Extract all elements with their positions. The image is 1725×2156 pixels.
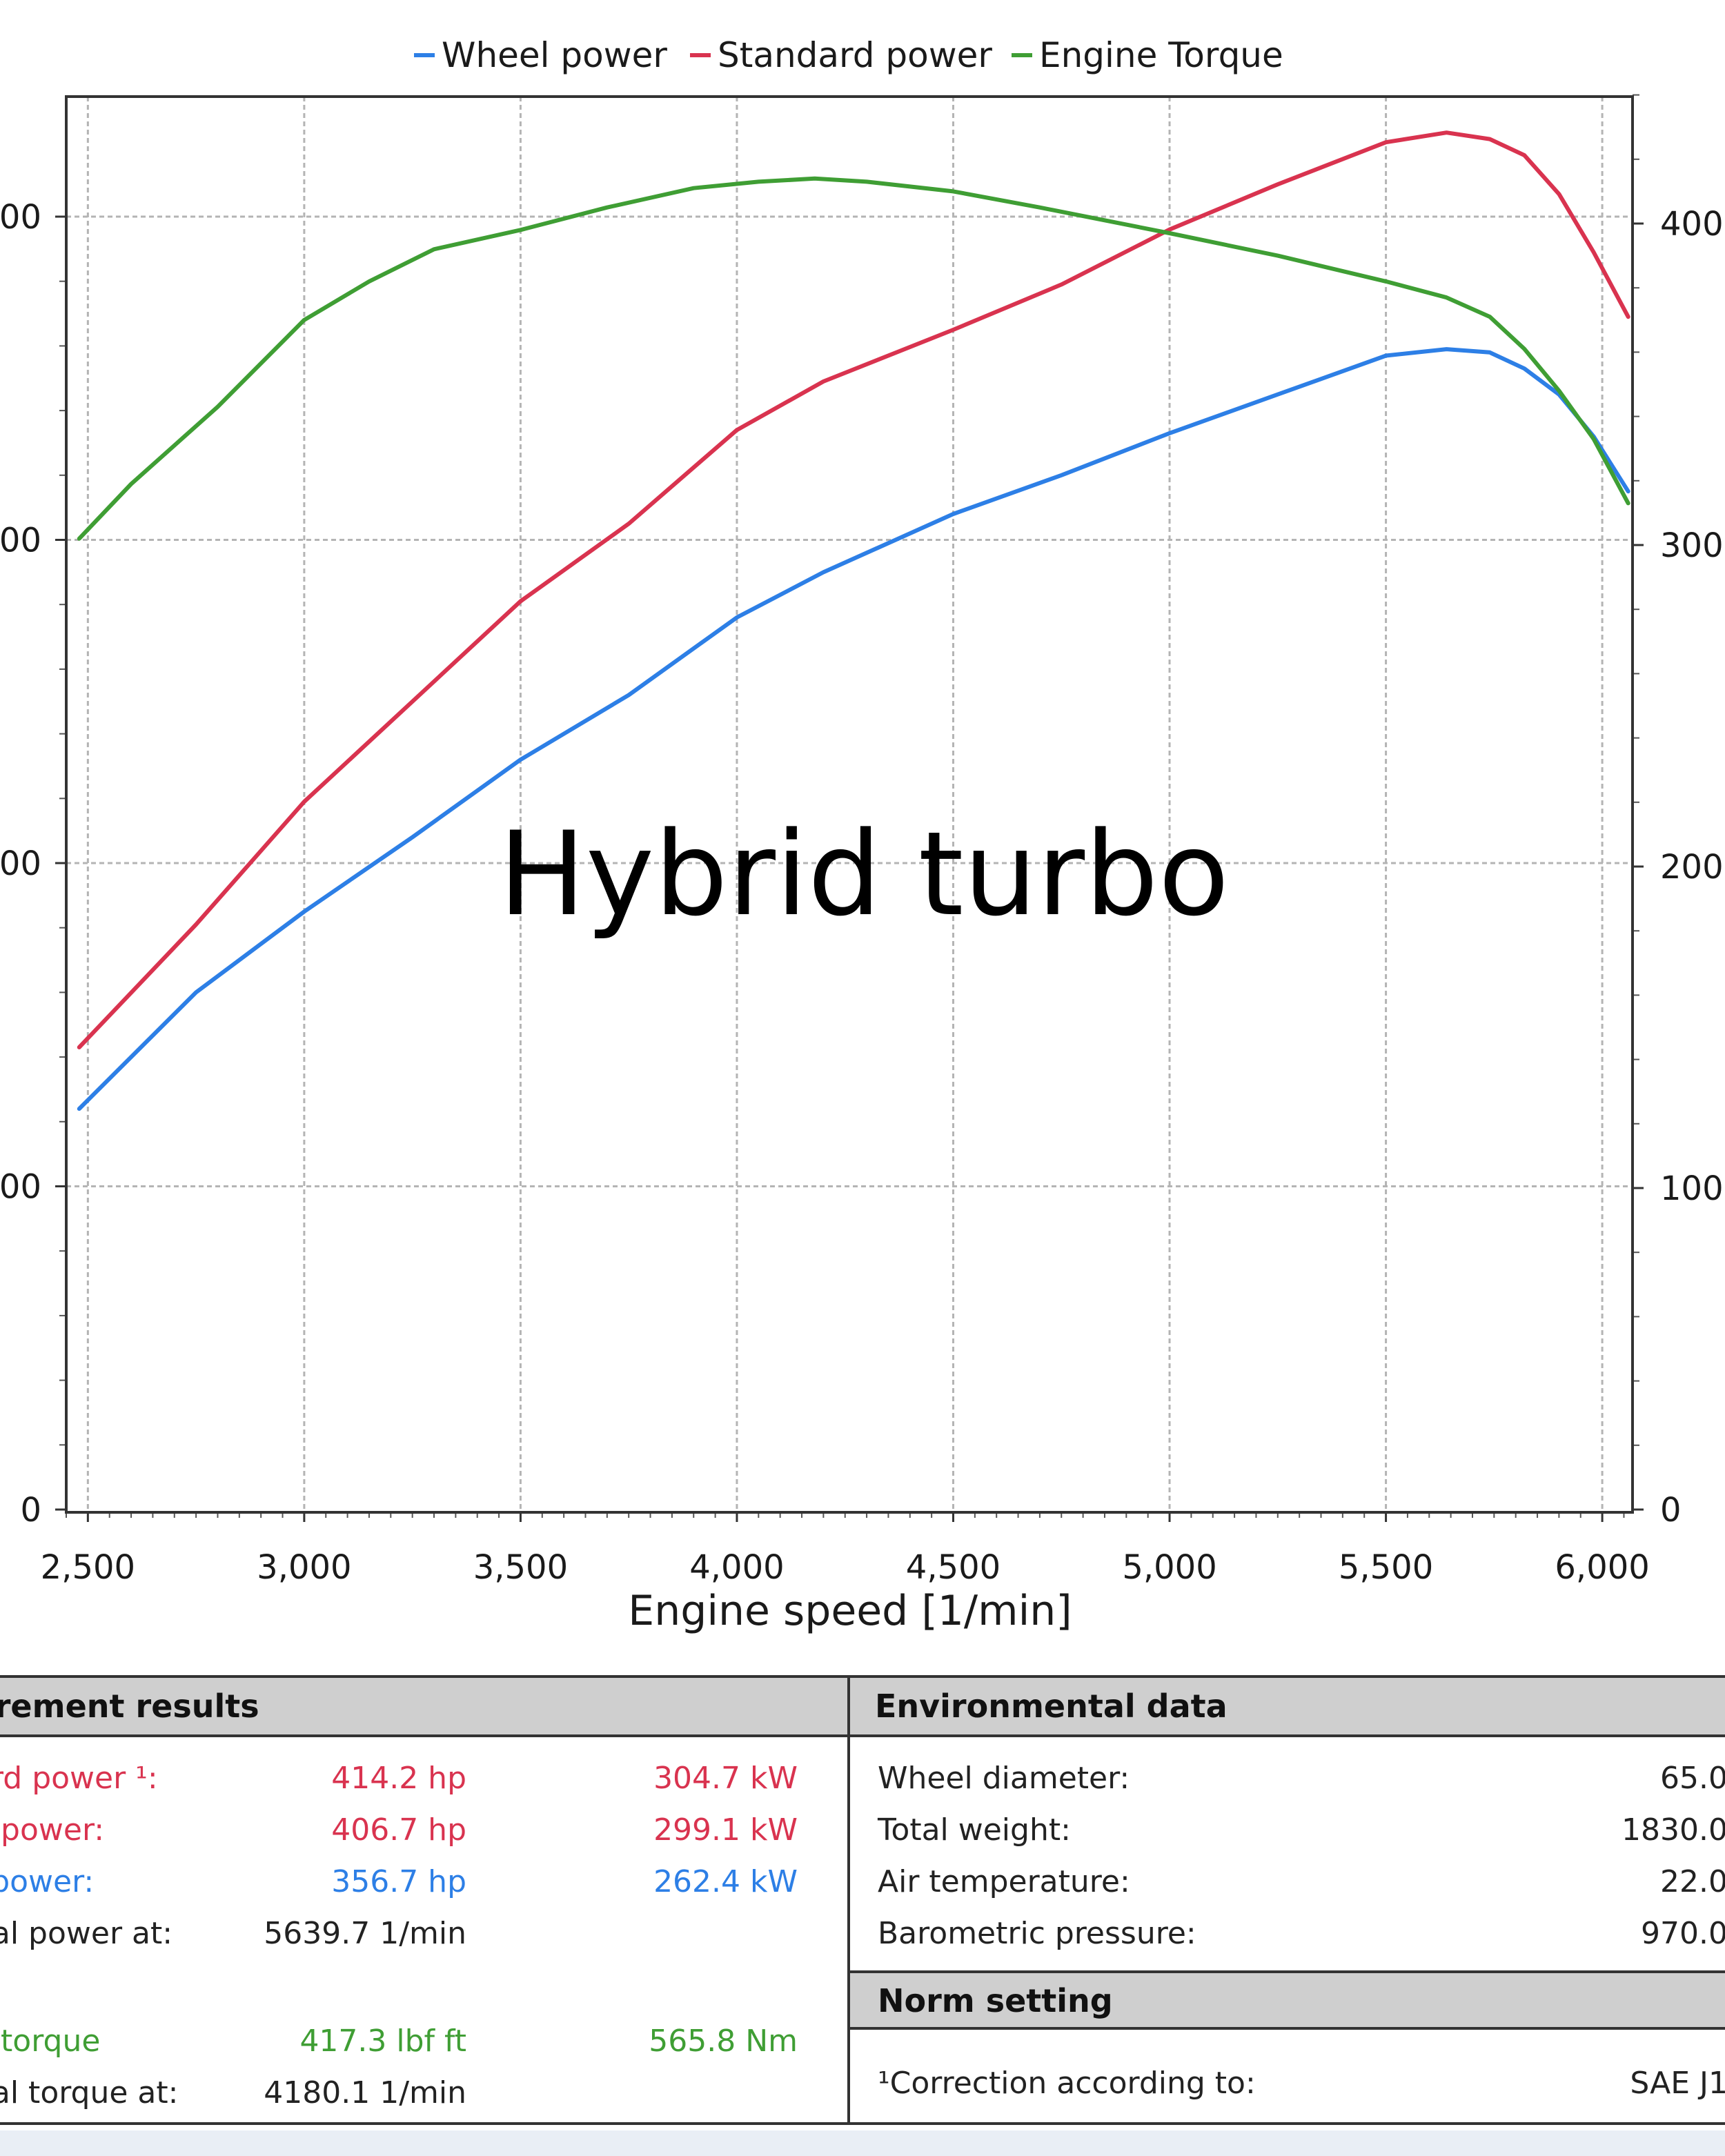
results-row: e torque 417.3 lbf ft 565.8 Nm: [0, 2015, 850, 2067]
result-label: nal torque at:: [0, 2075, 179, 2110]
axes: 2,500 3,000 3,500 4,000 4,500 5,000 5,500 6,000…: [0, 94, 1724, 1587]
result-value-1: 406.7 hp: [331, 1812, 466, 1848]
result-value-2: 299.1 kW: [653, 1812, 798, 1848]
y-right-tick-label: 300: [1660, 526, 1724, 565]
dyno-chart: 2,500 3,000 3,500 4,000 4,500 5,000 5,500 6,000…: [0, 35, 1724, 1635]
overlay-title: Hybrid turbo: [498, 807, 1229, 942]
results-header: urement results: [0, 1678, 850, 1737]
y-right-tick-label: 100: [1660, 1169, 1724, 1208]
measurement-results-table: urement results ard power ¹: 414.2 hp 304.…: [0, 1675, 853, 2125]
legend: Wheel power Standard power Engine Torque: [414, 35, 1283, 75]
result-value-2: 304.7 kW: [653, 1761, 798, 1796]
x-tick-label: 3,500: [473, 1548, 568, 1587]
norm-value: SAE J1: [1630, 2066, 1725, 2101]
result-label: e power:: [0, 1812, 105, 1848]
x-tick-label: 3,000: [257, 1548, 351, 1587]
result-value-1: 4180.1 1/min: [264, 2075, 466, 2110]
environment-row: Wheel diameter: 65.0: [850, 1752, 1725, 1804]
env-label: Barometric pressure:: [878, 1916, 1196, 1951]
env-label: Wheel diameter:: [878, 1761, 1130, 1796]
results-row: ard power ¹: 414.2 hp 304.7 kW: [0, 1752, 850, 1804]
norm-row: ¹Correction according to: SAE J1: [850, 2057, 1725, 2109]
legend-label: Engine Torque: [1039, 35, 1283, 75]
result-value-2: 565.8 Nm: [649, 2024, 798, 2059]
environment-row: Barometric pressure: 970.0: [850, 1908, 1725, 1959]
y-left-tick-label: 00: [0, 844, 41, 883]
result-label: e torque: [0, 2024, 101, 2059]
result-value-1: 5639.7 1/min: [264, 1916, 466, 1951]
result-label: l power:: [0, 1864, 95, 1899]
result-value-2: 262.4 kW: [653, 1864, 798, 1899]
environment-header: Environmental data: [850, 1678, 1725, 1737]
results-row: l power: 356.7 hp 262.4 kW: [0, 1856, 850, 1908]
x-tick-label: 4,000: [689, 1548, 784, 1587]
series-lines: [77, 130, 1630, 1111]
result-value-1: 356.7 hp: [331, 1864, 466, 1899]
bottom-strip: [0, 2130, 1725, 2156]
results-row: nal power at: 5639.7 1/min: [0, 1908, 850, 1959]
y-right-tick-label: 400: [1660, 205, 1724, 244]
x-tick-label: 5,000: [1122, 1548, 1216, 1587]
y-left-tick-label: 00: [0, 522, 41, 560]
legend-label: Standard power: [718, 35, 992, 75]
norm-setting-header: Norm setting: [850, 1970, 1725, 2030]
env-label: Total weight:: [878, 1812, 1071, 1848]
env-label: Air temperature:: [878, 1864, 1130, 1899]
results-row: e power: 406.7 hp 299.1 kW: [0, 1804, 850, 1856]
y-left-tick-label: 00: [0, 198, 41, 237]
x-tick-label: 6,000: [1555, 1548, 1649, 1587]
environment-row: Total weight: 1830.0: [850, 1804, 1725, 1856]
result-value-1: 414.2 hp: [331, 1761, 466, 1796]
env-value: 65.0: [1660, 1761, 1725, 1796]
grid-lines: [66, 97, 1633, 1512]
y-right-tick-label: 0: [1660, 1491, 1682, 1530]
y-left-tick-label: 0: [20, 1491, 41, 1530]
series-line-wheel-power: [77, 347, 1630, 1111]
legend-label: Wheel power: [442, 35, 667, 75]
series-line-standard-power: [77, 130, 1630, 1049]
x-axis-title: Engine speed [1/min]: [628, 1587, 1072, 1635]
result-label: ard power ¹:: [0, 1761, 158, 1796]
norm-label: ¹Correction according to:: [878, 2066, 1256, 2101]
environment-row: Air temperature: 22.0: [850, 1856, 1725, 1908]
x-tick-label: 4,500: [906, 1548, 1000, 1587]
environmental-data-table: Environmental data Wheel diameter: 65.0 To…: [847, 1675, 1725, 2125]
env-value: 970.0: [1641, 1916, 1725, 1951]
results-row: [0, 1959, 850, 2011]
y-left-tick-label: 00: [0, 1168, 41, 1207]
x-tick-label: 5,500: [1339, 1548, 1433, 1587]
x-tick-label: 2,500: [41, 1548, 135, 1587]
results-row: nal torque at: 4180.1 1/min: [0, 2067, 850, 2119]
env-value: 1830.0: [1621, 1812, 1725, 1848]
env-value: 22.0: [1660, 1864, 1725, 1899]
result-label: nal power at:: [0, 1916, 173, 1951]
plot-frame: [65, 95, 1634, 1514]
series-line-engine-torque: [77, 176, 1630, 541]
y-right-tick-label: 200: [1660, 848, 1724, 887]
result-value-1: 417.3 lbf ft: [299, 2024, 466, 2059]
